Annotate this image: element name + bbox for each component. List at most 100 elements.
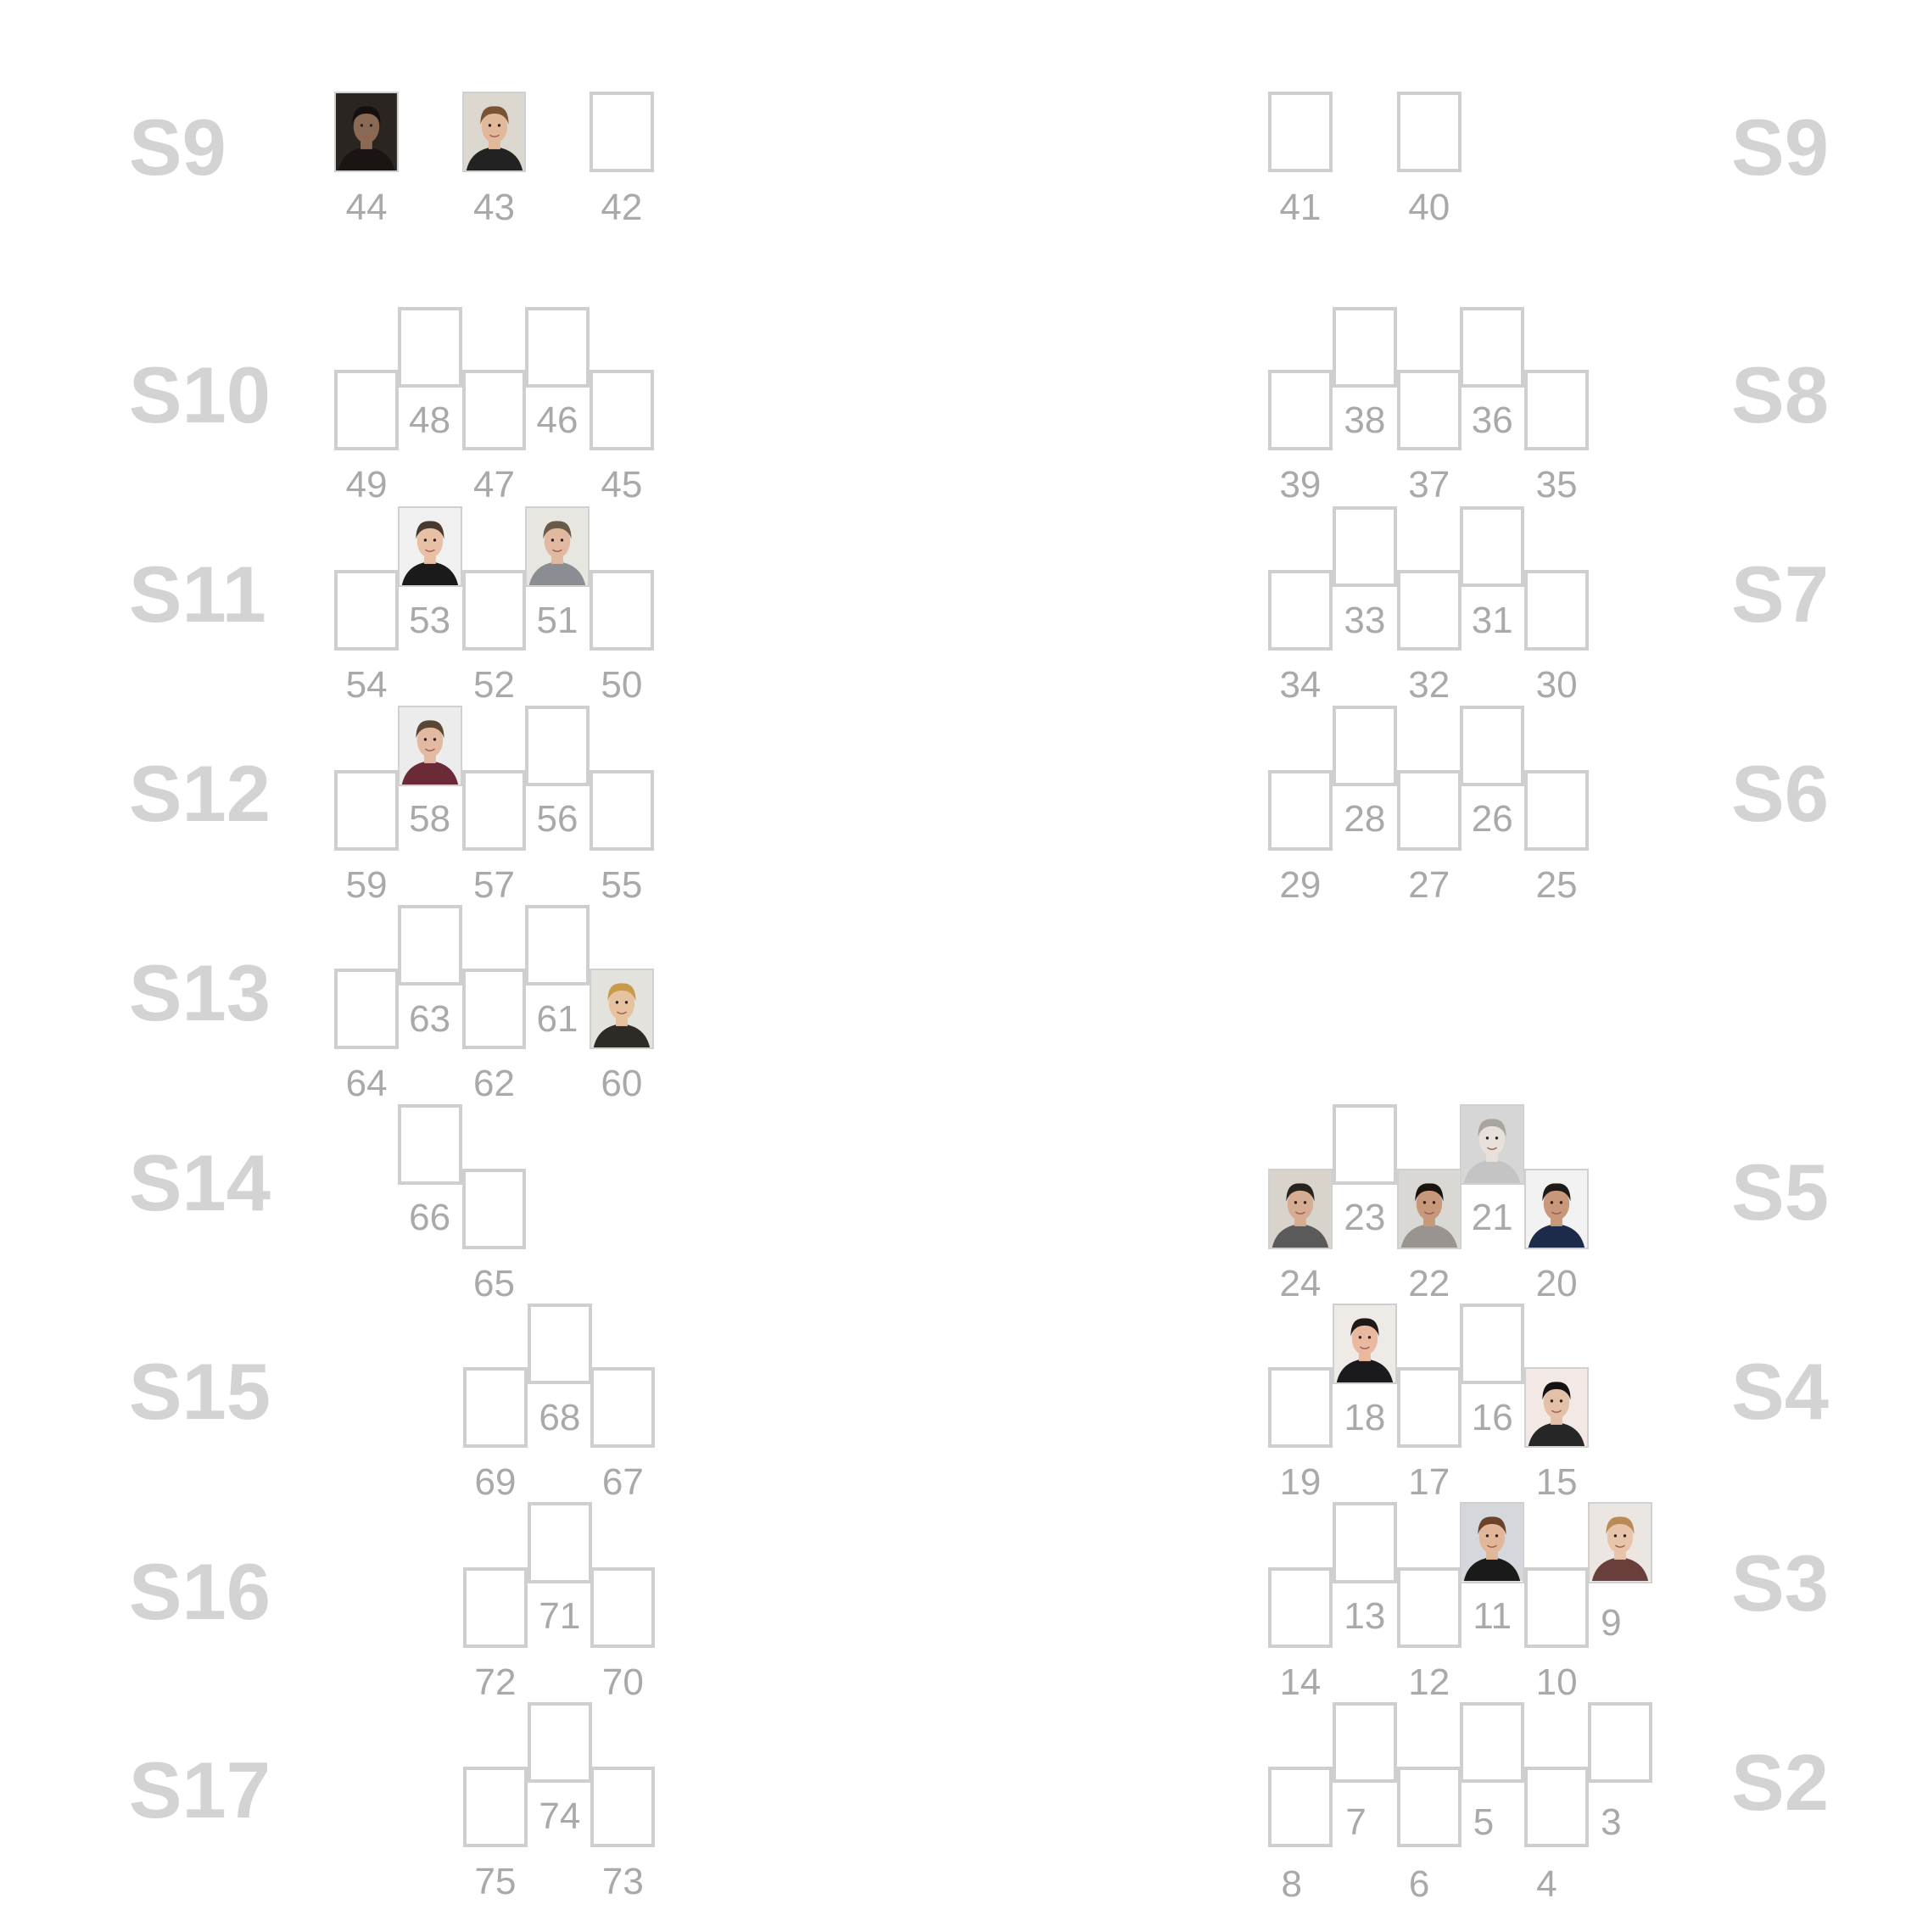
seat-7[interactable] <box>1332 1702 1397 1784</box>
seat-66[interactable] <box>397 1103 462 1185</box>
seat-39[interactable] <box>1267 370 1333 451</box>
row-label-s16: S16 <box>128 1547 271 1636</box>
seat-60[interactable] <box>589 968 654 1050</box>
seat-32[interactable] <box>1396 569 1462 651</box>
seat-29[interactable] <box>1267 769 1333 851</box>
seat-number-3: 3 <box>1601 1801 1622 1844</box>
seat-62[interactable] <box>461 968 527 1050</box>
seat-number-40: 40 <box>1408 186 1450 228</box>
portrait-photo <box>1526 1368 1588 1447</box>
seat-47[interactable] <box>461 370 527 451</box>
seat-19[interactable] <box>1267 1366 1333 1449</box>
seat-43[interactable] <box>461 92 527 173</box>
seat-33[interactable] <box>1332 506 1397 588</box>
seat-5[interactable] <box>1460 1702 1525 1784</box>
seat-74[interactable] <box>527 1702 592 1784</box>
row-label-s2: S2 <box>1731 1738 1829 1828</box>
seat-57[interactable] <box>461 769 527 851</box>
seat-54[interactable] <box>334 569 400 651</box>
seat-40[interactable] <box>1396 92 1462 173</box>
seat-21[interactable] <box>1460 1103 1525 1185</box>
seat-68[interactable] <box>527 1304 592 1385</box>
seat-72[interactable] <box>463 1566 528 1648</box>
seat-16[interactable] <box>1460 1304 1525 1385</box>
seat-73[interactable] <box>590 1767 656 1848</box>
seat-61[interactable] <box>525 905 590 986</box>
seat-64[interactable] <box>334 968 400 1050</box>
seat-10[interactable] <box>1524 1566 1590 1648</box>
seat-56[interactable] <box>525 705 590 786</box>
seat-12[interactable] <box>1396 1566 1462 1648</box>
seat-20[interactable] <box>1524 1168 1590 1249</box>
seat-number-30: 30 <box>1535 664 1578 706</box>
seat-67[interactable] <box>590 1366 656 1449</box>
seat-number-63: 63 <box>409 997 451 1040</box>
row-label-s3: S3 <box>1731 1538 1829 1628</box>
seat-46[interactable] <box>525 306 590 388</box>
seat-number-35: 35 <box>1535 464 1578 506</box>
seat-42[interactable] <box>589 92 654 173</box>
seat-13[interactable] <box>1332 1502 1397 1583</box>
seat-69[interactable] <box>463 1366 528 1449</box>
seat-30[interactable] <box>1524 569 1590 651</box>
seat-38[interactable] <box>1332 306 1397 388</box>
seat-52[interactable] <box>461 569 527 651</box>
seat-number-20: 20 <box>1535 1262 1578 1304</box>
seat-44[interactable] <box>334 92 400 173</box>
seat-34[interactable] <box>1267 569 1333 651</box>
seat-6[interactable] <box>1396 1767 1462 1848</box>
seat-45[interactable] <box>589 370 654 451</box>
seat-15[interactable] <box>1524 1366 1590 1449</box>
seat-51[interactable] <box>525 506 590 588</box>
seat-59[interactable] <box>334 769 400 851</box>
seat-28[interactable] <box>1332 705 1397 786</box>
seat-27[interactable] <box>1396 769 1462 851</box>
seat-number-22: 22 <box>1408 1262 1450 1304</box>
seat-53[interactable] <box>397 506 462 588</box>
seat-48[interactable] <box>397 306 462 388</box>
seat-37[interactable] <box>1396 370 1462 451</box>
seat-11[interactable] <box>1460 1502 1525 1583</box>
seat-number-26: 26 <box>1471 798 1513 840</box>
seat-35[interactable] <box>1524 370 1590 451</box>
seat-14[interactable] <box>1267 1566 1333 1648</box>
seat-50[interactable] <box>589 569 654 651</box>
row-label-s11: S11 <box>128 550 266 639</box>
seat-71[interactable] <box>527 1502 592 1583</box>
seat-17[interactable] <box>1396 1366 1462 1449</box>
seat-number-47: 47 <box>473 464 515 506</box>
seat-31[interactable] <box>1460 506 1525 588</box>
seat-55[interactable] <box>589 769 654 851</box>
portrait-photo <box>1398 1170 1460 1248</box>
seat-number-46: 46 <box>536 399 578 442</box>
seat-58[interactable] <box>397 705 462 786</box>
seat-4[interactable] <box>1524 1767 1590 1848</box>
seat-26[interactable] <box>1460 705 1525 786</box>
seat-number-48: 48 <box>409 399 451 442</box>
seat-number-15: 15 <box>1535 1461 1578 1504</box>
seat-number-34: 34 <box>1279 664 1322 706</box>
seat-number-8: 8 <box>1281 1863 1302 1906</box>
seat-number-31: 31 <box>1471 600 1513 642</box>
seat-70[interactable] <box>590 1566 656 1648</box>
row-label-s6: S6 <box>1731 748 1829 838</box>
seat-75[interactable] <box>463 1767 528 1848</box>
seat-23[interactable] <box>1332 1103 1397 1185</box>
seat-49[interactable] <box>334 370 400 451</box>
seat-number-66: 66 <box>409 1197 451 1239</box>
seat-9[interactable] <box>1587 1502 1652 1583</box>
seat-number-61: 61 <box>536 997 578 1040</box>
seat-65[interactable] <box>461 1168 527 1249</box>
seat-25[interactable] <box>1524 769 1590 851</box>
seat-3[interactable] <box>1587 1702 1652 1784</box>
seat-63[interactable] <box>397 905 462 986</box>
seat-41[interactable] <box>1267 92 1333 173</box>
seat-8[interactable] <box>1267 1767 1333 1848</box>
seat-36[interactable] <box>1460 306 1525 388</box>
seat-22[interactable] <box>1396 1168 1462 1249</box>
seat-24[interactable] <box>1267 1168 1333 1249</box>
seat-18[interactable] <box>1332 1304 1397 1385</box>
portrait-photo <box>399 706 461 785</box>
seat-number-52: 52 <box>473 664 515 706</box>
